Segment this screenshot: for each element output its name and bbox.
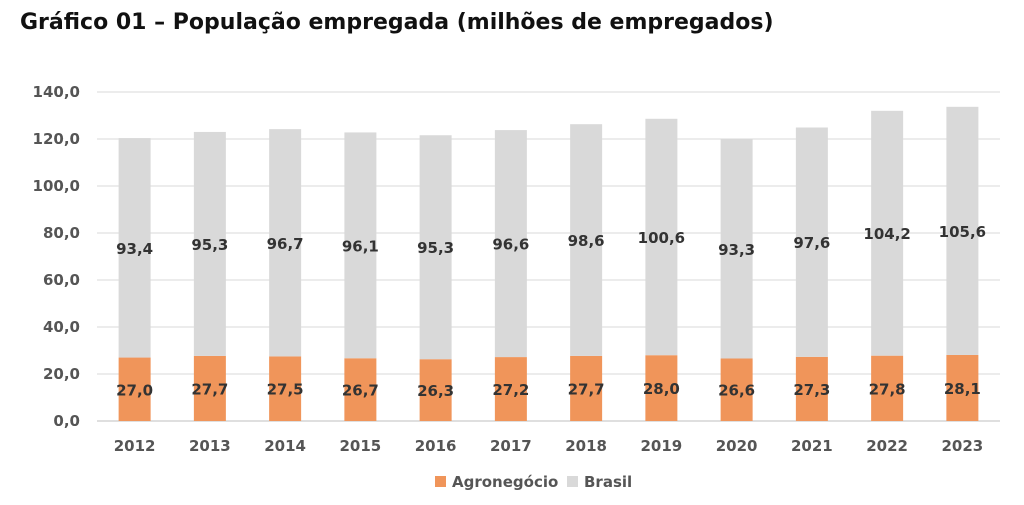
bar-agronegocio bbox=[570, 355, 603, 421]
data-label-agronegocio: 27,7 bbox=[568, 380, 605, 398]
data-label-brasil: 105,6 bbox=[939, 223, 986, 241]
bar-brasil bbox=[871, 110, 904, 356]
y-tick-label: 140,0 bbox=[33, 83, 80, 101]
x-tick-label: 2012 bbox=[114, 437, 156, 455]
x-tick-label: 2019 bbox=[641, 437, 683, 455]
bar-brasil bbox=[795, 127, 828, 357]
x-tick-label: 2021 bbox=[791, 437, 833, 455]
legend-label-agronegocio: Agronegócio bbox=[452, 473, 558, 491]
bar-agronegocio bbox=[269, 356, 302, 421]
y-tick-label: 120,0 bbox=[33, 130, 80, 148]
bar-brasil bbox=[494, 130, 527, 358]
bar-brasil bbox=[193, 131, 226, 356]
x-tick-label: 2015 bbox=[340, 437, 382, 455]
y-tick-label: 80,0 bbox=[43, 224, 80, 242]
data-label-agronegocio: 26,3 bbox=[417, 382, 454, 400]
bar-agronegocio bbox=[645, 355, 678, 421]
data-label-agronegocio: 27,0 bbox=[116, 381, 153, 399]
x-tick-label: 2020 bbox=[716, 437, 758, 455]
data-label-agronegocio: 27,3 bbox=[793, 381, 830, 399]
x-tick-label: 2014 bbox=[264, 437, 306, 455]
legend-label-brasil: Brasil bbox=[584, 473, 632, 491]
y-tick-label: 20,0 bbox=[43, 365, 80, 383]
data-label-agronegocio: 26,6 bbox=[718, 382, 755, 400]
y-tick-label: 60,0 bbox=[43, 271, 80, 289]
x-tick-label: 2016 bbox=[415, 437, 457, 455]
data-label-brasil: 95,3 bbox=[417, 239, 454, 257]
x-tick-label: 2018 bbox=[565, 437, 607, 455]
x-tick-label: 2022 bbox=[866, 437, 908, 455]
data-label-agronegocio: 27,8 bbox=[869, 380, 906, 398]
bar-agronegocio bbox=[344, 358, 377, 421]
bar-agronegocio bbox=[795, 356, 828, 421]
data-label-brasil: 93,4 bbox=[116, 240, 153, 258]
data-label-brasil: 93,3 bbox=[718, 241, 755, 259]
x-tick-label: 2017 bbox=[490, 437, 532, 455]
data-label-brasil: 96,6 bbox=[492, 236, 529, 254]
data-label-brasil: 104,2 bbox=[863, 225, 910, 243]
data-label-agronegocio: 27,7 bbox=[191, 380, 228, 398]
data-label-brasil: 96,7 bbox=[267, 235, 304, 253]
bar-brasil bbox=[419, 135, 452, 360]
bar-brasil bbox=[570, 124, 603, 356]
legend-swatch-brasil bbox=[567, 476, 578, 487]
data-label-brasil: 95,3 bbox=[191, 236, 228, 254]
bar-agronegocio bbox=[419, 359, 452, 421]
y-tick-label: 0,0 bbox=[53, 412, 80, 430]
data-label-agronegocio: 26,7 bbox=[342, 382, 379, 400]
data-label-brasil: 98,6 bbox=[568, 232, 605, 250]
x-tick-label: 2013 bbox=[189, 437, 231, 455]
bar-agronegocio bbox=[494, 357, 527, 421]
bar-brasil bbox=[118, 138, 151, 358]
bar-brasil bbox=[720, 139, 753, 359]
chart-title: Gráfico 01 – População empregada (milhõe… bbox=[20, 10, 774, 35]
data-label-agronegocio: 27,5 bbox=[267, 381, 304, 399]
bar-agronegocio bbox=[720, 358, 753, 421]
y-tick-label: 100,0 bbox=[33, 177, 80, 195]
bar-agronegocio bbox=[871, 355, 904, 421]
data-label-brasil: 100,6 bbox=[638, 229, 685, 247]
bar-brasil bbox=[344, 132, 377, 359]
bar-agronegocio bbox=[946, 354, 979, 421]
bar-agronegocio bbox=[118, 357, 151, 421]
data-label-brasil: 96,1 bbox=[342, 237, 379, 255]
data-label-brasil: 97,6 bbox=[793, 234, 830, 252]
bar-brasil bbox=[269, 129, 302, 357]
data-label-agronegocio: 28,1 bbox=[944, 380, 981, 398]
bar-brasil bbox=[946, 106, 979, 355]
bar-agronegocio bbox=[193, 355, 226, 421]
bar-brasil bbox=[645, 118, 678, 356]
data-label-agronegocio: 27,2 bbox=[492, 381, 529, 399]
y-tick-label: 40,0 bbox=[43, 318, 80, 336]
data-label-agronegocio: 28,0 bbox=[643, 380, 680, 398]
legend-swatch-agronegocio bbox=[435, 476, 446, 487]
x-tick-label: 2023 bbox=[942, 437, 984, 455]
